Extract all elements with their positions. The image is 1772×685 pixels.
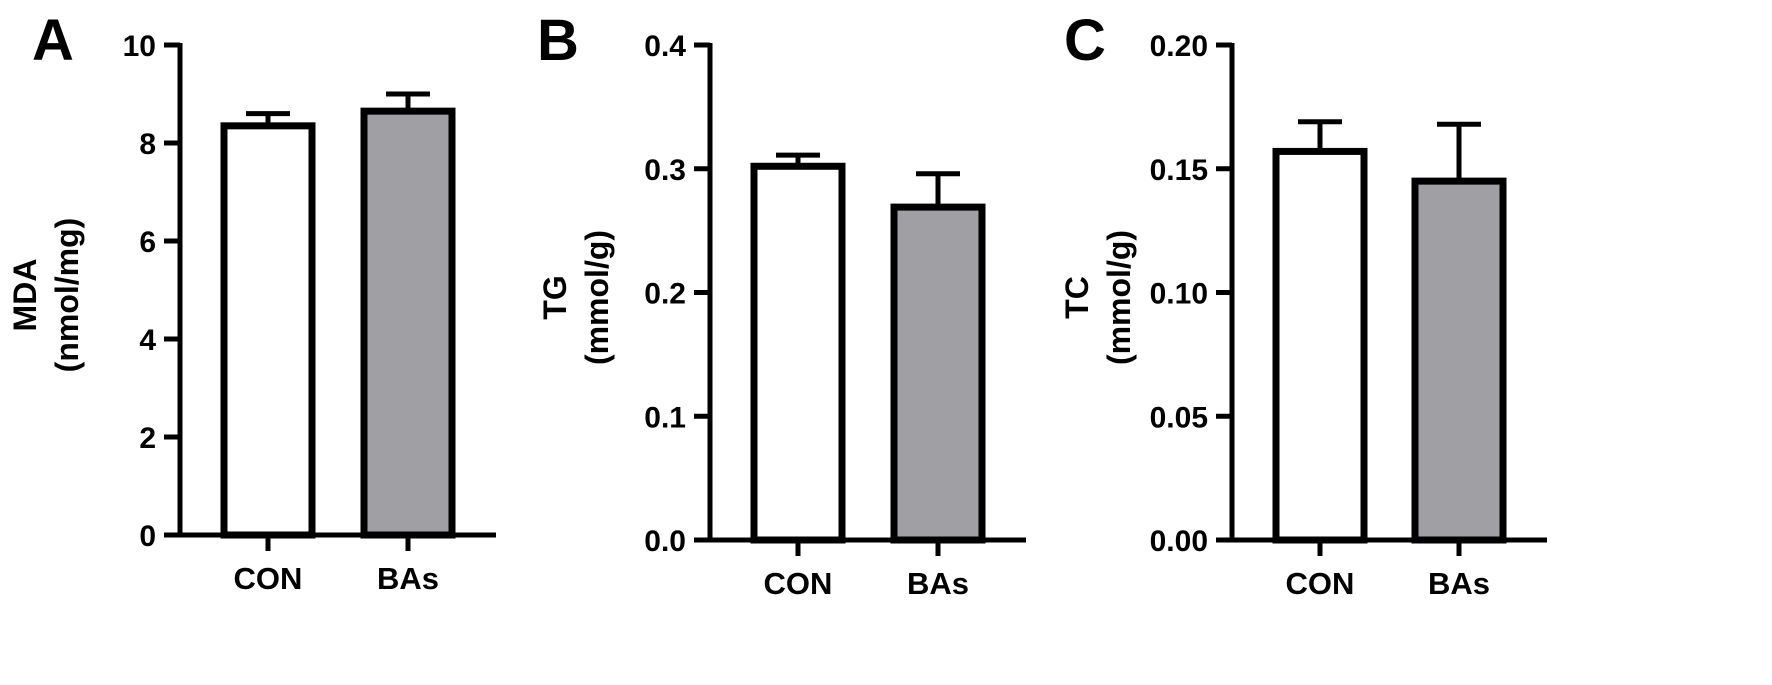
panel-b-y-axis-unit: (mmol/g) bbox=[579, 230, 615, 365]
panel-b-y-tick-label: 0.0 bbox=[644, 525, 686, 558]
panel-b-bar-con bbox=[750, 162, 846, 544]
panel-b-y-tick-label: 0.3 bbox=[644, 154, 686, 187]
panel-a-y-tick-label: 0 bbox=[139, 520, 156, 553]
panel-b: B TG (mmol/g) 0.0 0.1 0.2 0.3 0.4 CON BAs bbox=[537, 8, 1026, 601]
panel-a-bar-con bbox=[220, 122, 316, 539]
panel-b-y-axis-title: TG bbox=[537, 275, 573, 319]
panel-b-y-tick-label: 0.4 bbox=[644, 30, 686, 63]
panel-c-y-tick-label: 0.15 bbox=[1150, 154, 1208, 187]
panel-c-y-tick-label: 0.20 bbox=[1150, 30, 1208, 63]
panel-a-y-tick-label: 6 bbox=[139, 226, 156, 259]
panel-c-x-tick-label: CON bbox=[1286, 566, 1355, 601]
panel-a-x-tick-label: BAs bbox=[377, 561, 439, 596]
panel-c-bar-con bbox=[1272, 147, 1368, 544]
panel-a-y-tick-label: 10 bbox=[123, 30, 156, 63]
panel-c-y-tick-label: 0.00 bbox=[1150, 525, 1208, 558]
panel-b-letter: B bbox=[537, 8, 579, 73]
panel-c-y-axis-title: TC bbox=[1059, 276, 1095, 319]
panel-a-y-tick-label: 8 bbox=[139, 128, 156, 161]
panel-a-letter: A bbox=[32, 8, 74, 73]
panel-c-y-tick-label: 0.10 bbox=[1150, 278, 1208, 311]
panel-b-x-tick-label: CON bbox=[764, 566, 833, 601]
panel-c-x-tick-label: BAs bbox=[1428, 566, 1490, 601]
panel-a-x-tick-label: CON bbox=[234, 561, 303, 596]
panel-b-bar-bas bbox=[890, 203, 986, 544]
panel-c-y-tick-label: 0.05 bbox=[1150, 401, 1208, 434]
panel-a-y-tick-label: 4 bbox=[139, 324, 156, 357]
panel-c-y-axis-unit: (mmol/g) bbox=[1101, 230, 1137, 365]
panel-b-y-tick-label: 0.2 bbox=[644, 278, 686, 311]
panel-b-x-tick-label: BAs bbox=[907, 566, 969, 601]
panel-a: A MDA (nmol/mg) 0 2 4 6 8 10 CON BAs bbox=[7, 8, 496, 596]
panel-c: C TC (mmol/g) 0.00 0.05 0.10 0.15 0.20 CON BAs bbox=[1059, 8, 1547, 601]
panel-c-letter: C bbox=[1064, 8, 1106, 73]
panel-a-y-axis-unit: (nmol/mg) bbox=[49, 218, 85, 373]
panel-c-bar-bas bbox=[1411, 177, 1507, 544]
panel-b-y-tick-label: 0.1 bbox=[644, 401, 686, 434]
panel-a-y-axis-title: MDA bbox=[7, 259, 43, 332]
panel-a-bar-bas bbox=[360, 107, 456, 539]
panel-a-y-tick-label: 2 bbox=[139, 422, 156, 455]
